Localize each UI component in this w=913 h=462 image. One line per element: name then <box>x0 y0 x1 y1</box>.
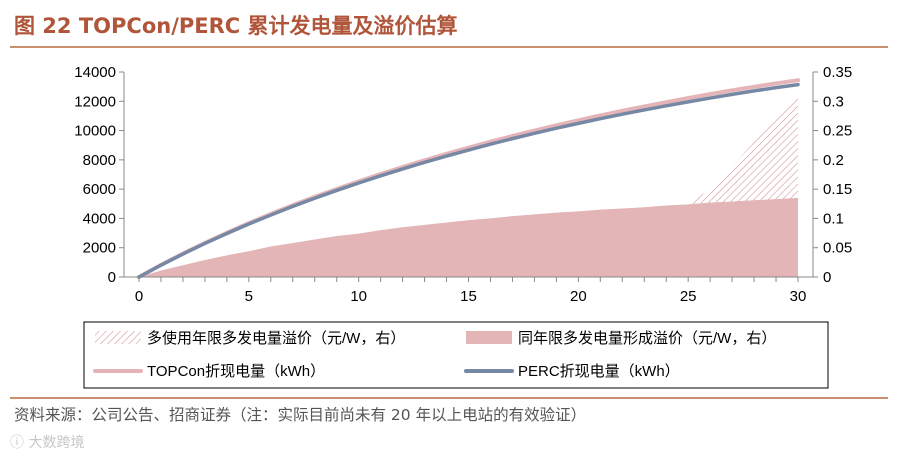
right-tick-label: 0.15 <box>823 181 852 198</box>
right-tick-label: 0 <box>823 269 831 286</box>
solid-area-series <box>139 197 798 277</box>
x-tick-label: 30 <box>790 288 807 305</box>
left-tick-label: 2000 <box>83 240 116 257</box>
plot-area <box>137 78 800 279</box>
right-tick-label: 0.3 <box>823 93 844 110</box>
left-tick-label: 14000 <box>74 64 116 81</box>
source-note: 资料来源：公司公告、招商证券（注：实际目前尚未有 20 年以上电站的有效验证） <box>14 406 587 424</box>
legend-label: 多使用年限多发电量溢价（元/W，右） <box>147 330 405 347</box>
right-tick-label: 0.2 <box>823 152 844 169</box>
x-tick-label: 5 <box>245 288 253 305</box>
legend-label: 同年限多发电量形成溢价（元/W，右） <box>518 330 776 347</box>
x-tick-label: 15 <box>460 288 477 305</box>
x-tick-label: 10 <box>350 288 367 305</box>
legend-label: TOPCon折现电量（kWh） <box>147 363 325 380</box>
right-tick-label: 0.35 <box>823 64 852 81</box>
left-tick-label: 4000 <box>83 210 116 227</box>
legend-box <box>83 321 829 389</box>
left-tick-label: 10000 <box>74 123 116 140</box>
legend: 多使用年限多发电量溢价（元/W，右） 同年限多发电量形成溢价（元/W，右） TOPC… <box>83 321 829 389</box>
left-tick-label: 0 <box>108 269 116 286</box>
source-divider <box>10 397 888 399</box>
title-divider <box>10 46 888 48</box>
left-tick-label: 12000 <box>74 93 116 110</box>
chart: 0 2000 4000 6000 8000 10000 12000 14000 0 0.05 0.1… <box>74 64 852 389</box>
x-tick-label: 0 <box>135 288 143 305</box>
axes: 0 2000 4000 6000 8000 10000 12000 14000 0 0.05 0.1… <box>74 64 852 305</box>
legend-swatch-area <box>466 331 512 344</box>
legend-swatch-hatch <box>95 331 141 344</box>
right-tick-label: 0.25 <box>823 123 852 140</box>
x-tick-label: 20 <box>570 288 587 305</box>
left-tick-label: 6000 <box>83 181 116 198</box>
right-tick-label: 0.05 <box>823 240 852 257</box>
legend-label: PERC折现电量（kWh） <box>518 363 680 380</box>
watermark-icon: ⓘ <box>10 435 29 451</box>
figure-title: 图 22 TOPCon/PERC 累计发电量及溢价估算 <box>14 14 458 38</box>
x-tick-label: 25 <box>680 288 697 305</box>
left-tick-label: 8000 <box>83 152 116 169</box>
perc-line <box>137 82 800 279</box>
right-tick-label: 0.1 <box>823 210 844 227</box>
watermark-text: 大数跨境 <box>28 435 85 451</box>
watermark: ⓘ 大数跨境 <box>10 432 84 452</box>
